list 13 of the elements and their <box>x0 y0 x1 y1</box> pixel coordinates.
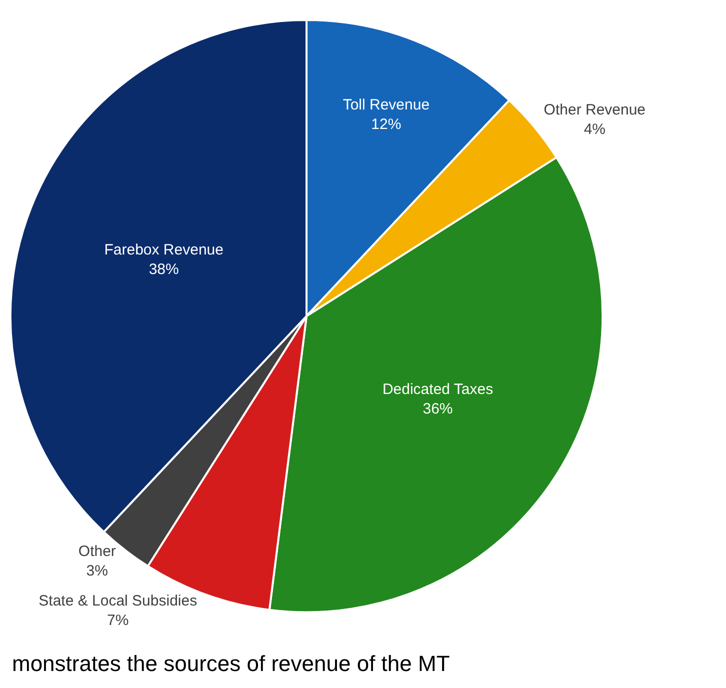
slice-label: Other <box>78 543 116 560</box>
data-label: 38% <box>148 260 179 278</box>
slice-label: Other Revenue <box>544 102 646 119</box>
data-label: 12% <box>371 116 402 134</box>
slice-label: State & Local Subsidies <box>38 592 198 610</box>
data-label: 3% <box>86 562 108 580</box>
data-label: 4% <box>584 121 606 138</box>
data-label: 7% <box>107 612 129 630</box>
slice-label: Dedicated Taxes <box>382 381 494 398</box>
text: monstrates the sources of revenue of the MT <box>12 651 450 676</box>
data-label: 36% <box>422 400 453 418</box>
slice-label: Farebox Revenue <box>104 241 224 258</box>
slice-label: Toll Revenue <box>342 96 430 114</box>
